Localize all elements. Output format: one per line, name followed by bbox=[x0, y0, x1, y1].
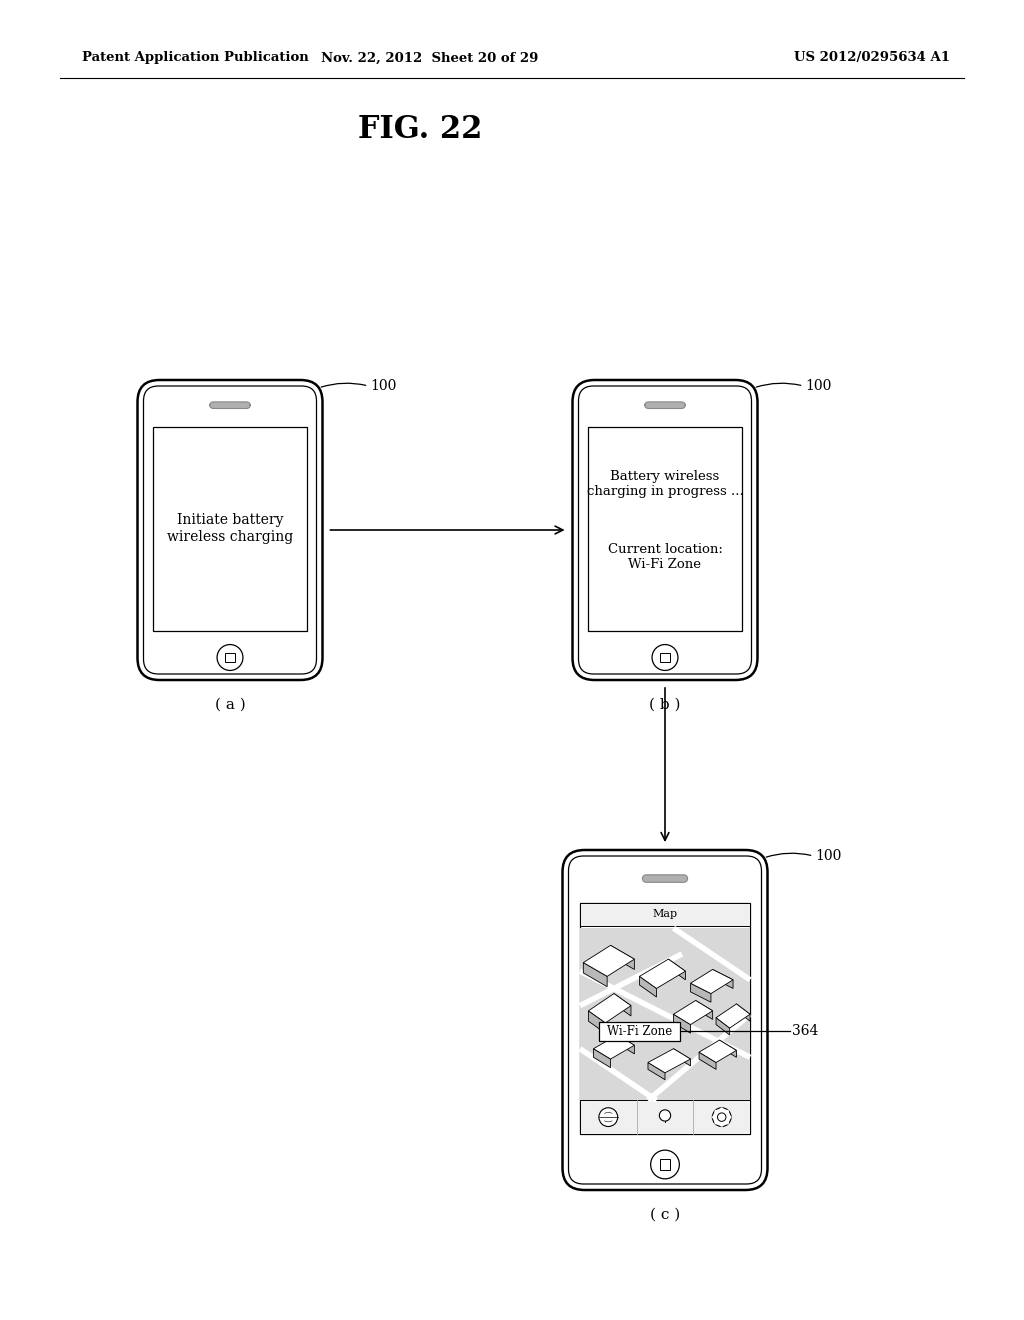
Circle shape bbox=[652, 644, 678, 671]
Polygon shape bbox=[589, 994, 631, 1023]
FancyBboxPatch shape bbox=[642, 875, 687, 882]
Text: Battery wireless
charging in progress ...: Battery wireless charging in progress ..… bbox=[587, 470, 743, 498]
Polygon shape bbox=[589, 1011, 605, 1034]
Text: 100: 100 bbox=[371, 379, 397, 393]
Polygon shape bbox=[713, 969, 733, 989]
Text: US 2012/0295634 A1: US 2012/0295634 A1 bbox=[794, 51, 950, 65]
Circle shape bbox=[726, 1110, 729, 1113]
Polygon shape bbox=[716, 1005, 750, 1028]
Polygon shape bbox=[584, 962, 607, 986]
Polygon shape bbox=[648, 1063, 665, 1080]
FancyBboxPatch shape bbox=[579, 385, 752, 675]
FancyBboxPatch shape bbox=[568, 855, 762, 1184]
Polygon shape bbox=[639, 977, 656, 997]
Polygon shape bbox=[674, 1001, 713, 1024]
Circle shape bbox=[715, 1110, 718, 1113]
Bar bbox=[580, 928, 750, 1101]
FancyBboxPatch shape bbox=[143, 385, 316, 675]
Text: Current location:
Wi-Fi Zone: Current location: Wi-Fi Zone bbox=[607, 543, 723, 572]
Bar bbox=[660, 1159, 670, 1170]
Text: ( b ): ( b ) bbox=[649, 698, 681, 711]
Polygon shape bbox=[736, 1005, 750, 1022]
Text: Map: Map bbox=[652, 909, 678, 919]
Bar bbox=[588, 426, 741, 631]
Bar bbox=[580, 1101, 750, 1134]
Bar bbox=[599, 1022, 680, 1040]
Polygon shape bbox=[695, 1001, 713, 1019]
Polygon shape bbox=[594, 1035, 635, 1059]
Text: Nov. 22, 2012  Sheet 20 of 29: Nov. 22, 2012 Sheet 20 of 29 bbox=[322, 51, 539, 65]
Polygon shape bbox=[699, 1040, 736, 1063]
Polygon shape bbox=[720, 1040, 736, 1057]
Polygon shape bbox=[690, 969, 733, 994]
Polygon shape bbox=[674, 1048, 690, 1067]
FancyBboxPatch shape bbox=[562, 850, 768, 1191]
Polygon shape bbox=[690, 983, 711, 1002]
Circle shape bbox=[599, 1107, 617, 1126]
Circle shape bbox=[713, 1107, 731, 1126]
Circle shape bbox=[720, 1123, 723, 1127]
Circle shape bbox=[728, 1115, 731, 1119]
Polygon shape bbox=[639, 960, 685, 989]
Bar bbox=[660, 653, 670, 663]
Polygon shape bbox=[716, 1018, 730, 1035]
Circle shape bbox=[715, 1121, 718, 1125]
FancyBboxPatch shape bbox=[645, 401, 685, 408]
Circle shape bbox=[718, 1113, 726, 1122]
Circle shape bbox=[726, 1121, 729, 1125]
Polygon shape bbox=[584, 945, 635, 977]
Circle shape bbox=[720, 1107, 723, 1111]
Bar bbox=[580, 903, 750, 925]
Text: 364: 364 bbox=[793, 1024, 818, 1039]
Polygon shape bbox=[648, 1048, 690, 1073]
Bar bbox=[580, 903, 750, 1134]
Text: 100: 100 bbox=[815, 849, 842, 863]
Bar bbox=[225, 653, 234, 663]
Bar bbox=[580, 928, 750, 1101]
Polygon shape bbox=[669, 960, 685, 979]
Circle shape bbox=[659, 1110, 671, 1121]
Text: Patent Application Publication: Patent Application Publication bbox=[82, 51, 309, 65]
Circle shape bbox=[217, 644, 243, 671]
Polygon shape bbox=[610, 945, 635, 969]
FancyBboxPatch shape bbox=[572, 380, 758, 680]
Bar bbox=[154, 426, 307, 631]
Text: 100: 100 bbox=[806, 379, 831, 393]
Text: Wi-Fi Zone: Wi-Fi Zone bbox=[607, 1024, 672, 1038]
Polygon shape bbox=[614, 994, 631, 1016]
Polygon shape bbox=[699, 1052, 716, 1069]
FancyBboxPatch shape bbox=[210, 401, 250, 408]
Circle shape bbox=[712, 1115, 716, 1119]
Polygon shape bbox=[594, 1048, 610, 1068]
FancyBboxPatch shape bbox=[137, 380, 323, 680]
Circle shape bbox=[650, 1150, 679, 1179]
Polygon shape bbox=[617, 1035, 635, 1053]
Text: FIG. 22: FIG. 22 bbox=[357, 115, 482, 145]
Polygon shape bbox=[674, 1014, 690, 1034]
Text: ( a ): ( a ) bbox=[215, 698, 246, 711]
Text: ( c ): ( c ) bbox=[650, 1208, 680, 1222]
Text: Initiate battery
wireless charging: Initiate battery wireless charging bbox=[167, 513, 293, 544]
